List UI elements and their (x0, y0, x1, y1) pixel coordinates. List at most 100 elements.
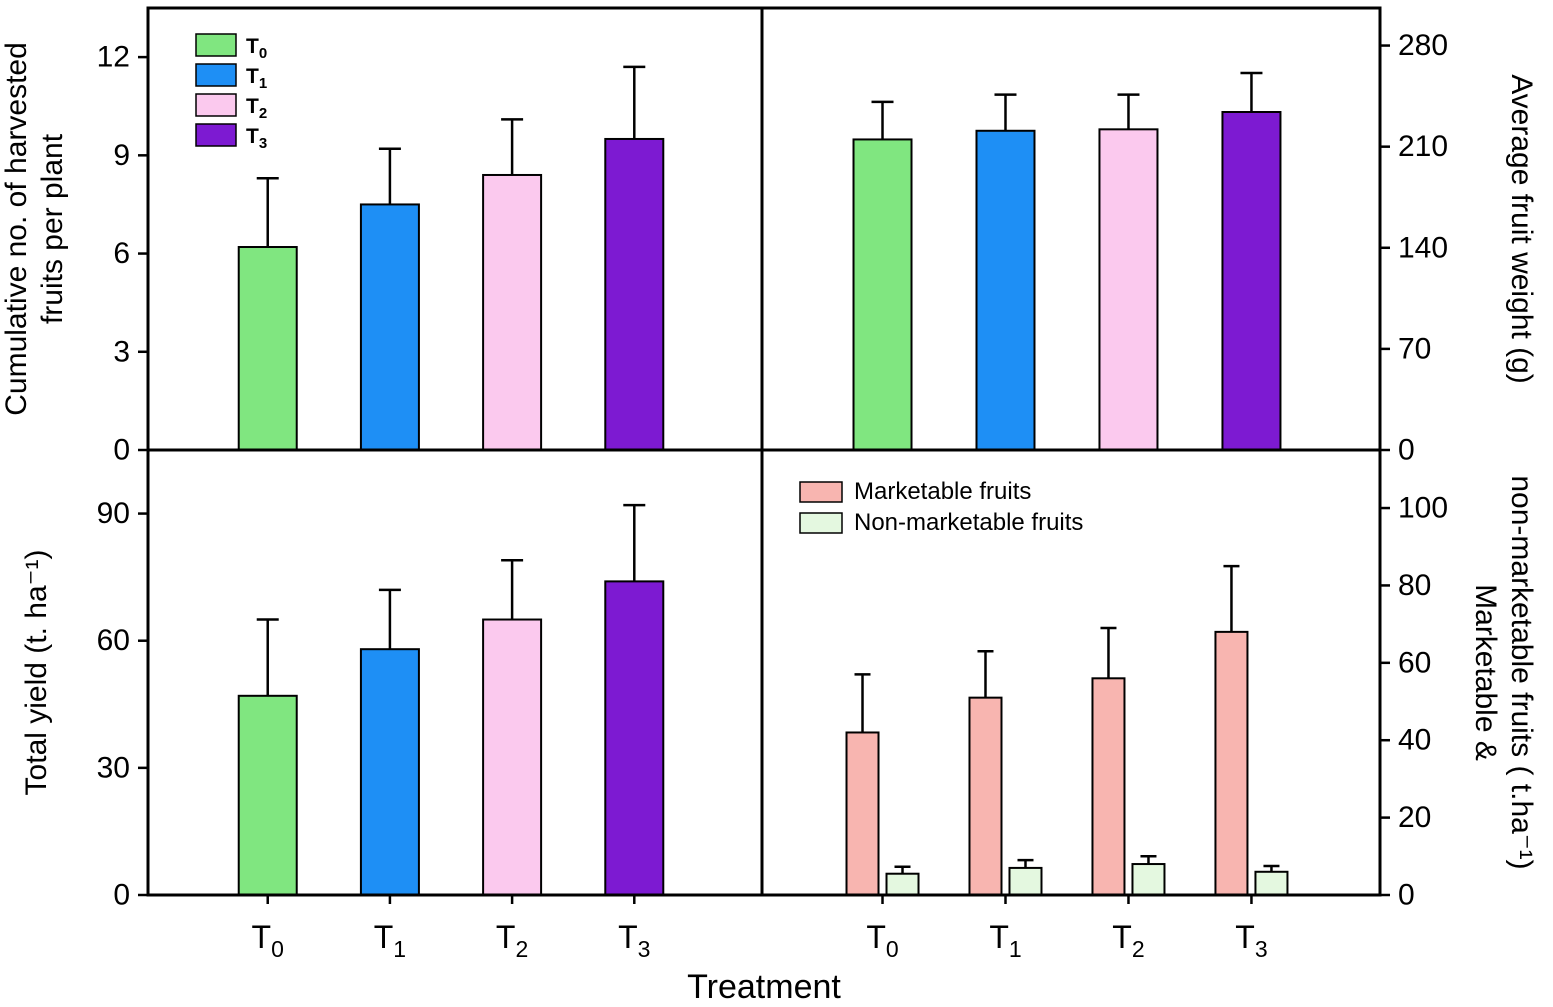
bar-T3 (1221, 111, 1282, 451)
x-tick-label: T0 (252, 919, 284, 962)
x-tick-label: T1 (374, 919, 406, 962)
error-bar (501, 558, 524, 620)
bar-T0-nonmarketable (885, 872, 920, 897)
y-tick-label: 60 (1398, 646, 1431, 679)
error-bar (378, 147, 401, 205)
y-tick-label: 280 (1398, 29, 1448, 62)
y-tick-label: 40 (1398, 724, 1431, 757)
y-tick-label: 6 (113, 237, 130, 270)
bar-T3 (604, 137, 665, 452)
y-tick-label: 0 (1398, 879, 1415, 912)
y-tick-label: 90 (97, 497, 130, 530)
y-tick-label: 12 (97, 41, 130, 74)
x-tick-label: T3 (618, 919, 650, 962)
legend-swatch (195, 63, 237, 87)
bar-T1 (359, 203, 420, 451)
legend-marketability: Marketable fruits Non-marketable fruits (799, 478, 1083, 536)
legend-label: T2 (246, 95, 267, 122)
y-tick-label: 20 (1398, 801, 1431, 834)
legend-swatch (195, 33, 237, 57)
y-axis-title: Cumulative no. of harvested (0, 42, 33, 416)
error-bar (378, 588, 401, 650)
y-axis-marketable-nonmarketable-yield: 0 20 40 60 80 100 (1380, 492, 1448, 912)
y-tick-label: 0 (113, 434, 130, 467)
error-bar (256, 618, 279, 696)
error-bar (623, 503, 646, 582)
bar-T1-nonmarketable (1008, 866, 1043, 896)
y-tick-label: 210 (1398, 130, 1448, 163)
y-axis-title: Marketable & (1469, 584, 1502, 761)
y-tick-label: 140 (1398, 231, 1448, 264)
y-tick-label: 100 (1398, 492, 1448, 525)
error-bar (1240, 71, 1263, 112)
panel-cumulative-fruits-per-plant: 0 3 6 9 12 Cumulative no. of harvested fruits … (0, 41, 665, 467)
panel-marketable-nonmarketable-yield: 0 20 40 60 80 100 T0 T1 T2 T3 Marketable & non-mark… (845, 475, 1538, 962)
error-bar (854, 673, 871, 733)
y-tick-label: 0 (1398, 434, 1415, 467)
bar-T3-nonmarketable (1254, 870, 1289, 896)
panel-frame (146, 6, 1382, 897)
legend-swatch (799, 481, 843, 503)
x-tick-label: T3 (1235, 919, 1267, 962)
bar-T2-marketable (1091, 677, 1126, 896)
bar-T1 (975, 129, 1036, 451)
y-axis-title: fruits per plant (36, 133, 69, 324)
y-tick-label: 70 (1398, 332, 1431, 365)
error-bar (871, 100, 894, 140)
y-tick-label: 0 (113, 879, 130, 912)
error-bar (977, 649, 994, 698)
y-axis-cumulative-fruits-per-plant: 0 3 6 9 12 (97, 41, 148, 467)
bar-T2 (1098, 128, 1159, 451)
bar-T3-marketable (1214, 630, 1249, 896)
y-axis-title: Average fruit weight (g) (1505, 74, 1538, 384)
legend-label: Marketable fruits (854, 478, 1031, 505)
error-bar (894, 865, 911, 874)
bars-total-yield (237, 503, 665, 897)
y-tick-label: 30 (97, 751, 130, 784)
legend-label: Non-marketable fruits (854, 509, 1083, 536)
y-axis-title: non-marketable fruits ( t.ha⁻¹) (1505, 475, 1538, 869)
error-bar (623, 65, 646, 139)
x-tick-label: T1 (989, 919, 1021, 962)
legend-label: T3 (246, 125, 267, 152)
panel-average-fruit-weight: 0 70 140 210 280 Average fruit weight (g) (852, 29, 1538, 467)
panel-total-yield: 0 30 60 90 T0 T1 T2 T3 Total yield (t. ha⁻¹) (20, 497, 665, 962)
x-axis-marketable-nonmarketable-yield: T0 T1 T2 T3 (866, 895, 1268, 962)
error-bar (994, 93, 1017, 131)
legend-swatch (195, 123, 237, 147)
y-tick-label: 80 (1398, 569, 1431, 602)
bar-T1-marketable (968, 696, 1003, 896)
error-bar (1017, 858, 1034, 868)
error-bar (1117, 93, 1140, 130)
bar-T0 (237, 694, 298, 896)
error-bar (1263, 864, 1280, 872)
bar-T0 (237, 246, 298, 451)
x-tick-label: T2 (496, 919, 528, 962)
bar-T2 (482, 173, 543, 451)
bars-marketable-nonmarketable-yield (845, 564, 1289, 897)
y-tick-label: 3 (113, 335, 130, 368)
y-axis-average-fruit-weight: 0 70 140 210 280 (1380, 29, 1448, 467)
bars-average-fruit-weight (852, 71, 1282, 451)
error-bar (1140, 855, 1157, 865)
x-tick-label: T2 (1112, 919, 1144, 962)
bar-T2-nonmarketable (1131, 863, 1166, 896)
legend-swatch (195, 93, 237, 117)
bar-T0 (852, 138, 913, 451)
y-axis-title: Total yield (t. ha⁻¹) (20, 550, 53, 796)
bars-cumulative-fruits-per-plant (237, 65, 665, 452)
bar-T3 (604, 580, 665, 897)
y-tick-label: 9 (113, 139, 130, 172)
y-tick-label: 60 (97, 624, 130, 657)
error-bar (256, 177, 279, 248)
x-tick-label: T0 (866, 919, 898, 962)
bar-T0-marketable (845, 731, 880, 897)
x-axis-title: Treatment (687, 968, 841, 1006)
legend-label: T0 (246, 35, 267, 62)
legend-treatments: T0 T1 T2 T3 (195, 33, 267, 152)
legend-swatch (799, 512, 843, 534)
y-axis-total-yield: 0 30 60 90 (97, 497, 148, 912)
